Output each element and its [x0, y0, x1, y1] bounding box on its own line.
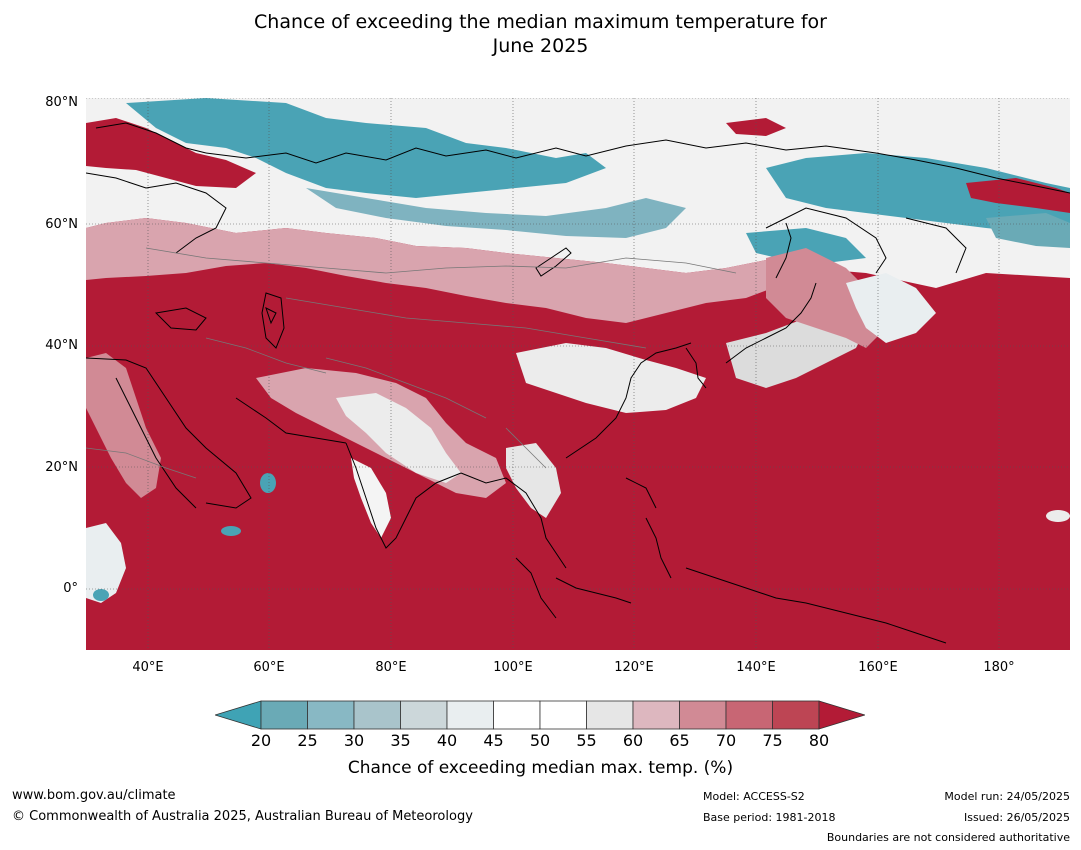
map-patch-pacific-east: [1046, 510, 1070, 522]
colorbar-segment: [539, 700, 587, 730]
map-region-india-near-median: [336, 393, 461, 483]
colorbar-segment: [725, 700, 773, 730]
footer-copyright: © Commonwealth of Australia 2025, Austra…: [12, 809, 473, 824]
colorbar-tick-label: 70: [715, 731, 737, 750]
footer-model-run: Model run: 24/05/2025: [944, 790, 1070, 803]
map-region-light-pink: [86, 218, 786, 323]
forecast-map: [86, 98, 1070, 650]
map-region-indochina: [506, 443, 561, 518]
colorbar-tick-label: 65: [669, 731, 690, 750]
lon-label-140e: 140°E: [736, 660, 776, 675]
title-line-2: June 2025: [492, 35, 589, 57]
map-region-pacific-near-median: [846, 273, 936, 343]
map-region-blue-north-central: [306, 188, 686, 238]
map-region-pacific-pink: [766, 248, 886, 348]
lon-label-60e: 60°E: [253, 660, 285, 675]
map-region-china-near-median: [516, 343, 706, 413]
map-patch-africa-blue: [93, 589, 109, 601]
lon-label-80e: 80°E: [375, 660, 407, 675]
colorbar-label: Chance of exceeding median max. temp. (%…: [347, 758, 734, 778]
colorbar-tick-label: 30: [343, 731, 365, 750]
colorbar-graphic: [213, 700, 867, 730]
footer-base-period: Base period: 1981-2018: [703, 811, 836, 824]
map-patch-arabian-sea: [260, 473, 276, 493]
lat-label-0: 0°: [63, 581, 78, 596]
footer-issued: Issued: 26/05/2025: [963, 811, 1070, 824]
colorbar-arrow-low: [213, 700, 262, 730]
map-region-blue-east-patch: [746, 228, 866, 263]
colorbar-segment: [446, 700, 494, 730]
colorbar-tick-label: 60: [622, 731, 644, 750]
colorbar-segment: [260, 700, 308, 730]
map-region-africa-light: [86, 523, 126, 603]
colorbar-segment: [632, 700, 680, 730]
lon-label-120e: 120°E: [614, 660, 654, 675]
map-region-red-northeast: [966, 178, 1070, 213]
map-region-red-arctic-patch: [726, 118, 786, 136]
lon-label-160e: 160°E: [858, 660, 898, 675]
colorbar-segment: [586, 700, 634, 730]
footer-disclaimer: Boundaries are not considered authoritat…: [826, 831, 1070, 844]
colorbar: [213, 700, 867, 730]
map-title: Chance of exceeding the median maximum t…: [0, 10, 1081, 58]
colorbar-segment: [493, 700, 541, 730]
colorbar-tick-label: 80: [808, 731, 830, 750]
lon-label-40e: 40°E: [132, 660, 164, 675]
map-region-blue-far-east: [986, 213, 1070, 248]
map-borders: [86, 247, 737, 479]
lon-label-100e: 100°E: [493, 660, 533, 675]
colorbar-tick-label: 40: [436, 731, 458, 750]
lat-label-20n: 20°N: [45, 460, 78, 475]
colorbar-tick-label: 35: [390, 731, 411, 750]
map-canvas: [86, 98, 1070, 650]
footer-url: www.bom.gov.au/climate: [12, 788, 176, 803]
colorbar-tick-label: 50: [529, 731, 551, 750]
map-patch-somalia: [221, 526, 241, 536]
footer-model: Model: ACCESS-S2: [703, 790, 805, 803]
lat-label-40n: 40°N: [45, 338, 78, 353]
map-region-red-scandinavia: [86, 118, 256, 188]
colorbar-tick-label: 25: [297, 731, 318, 750]
map-region-blue-north-east: [766, 153, 1070, 238]
lon-label-180: 180°: [983, 660, 1015, 675]
colorbar-segment: [679, 700, 727, 730]
map-coastlines: [86, 122, 1070, 644]
map-region-arabia-pink: [86, 353, 161, 498]
colorbar-tick-label: 45: [483, 731, 504, 750]
colorbar-segment: [307, 700, 355, 730]
colorbar-tick-label: 20: [250, 731, 272, 750]
map-region-blue-north-west: [126, 98, 606, 198]
map-region-india-coast: [351, 458, 391, 538]
title-line-1: Chance of exceeding the median maximum t…: [254, 11, 827, 33]
colorbar-segment: [772, 700, 820, 730]
lat-label-60n: 60°N: [45, 217, 78, 232]
colorbar-tick-label: 55: [576, 731, 597, 750]
colorbar-segment: [400, 700, 448, 730]
colorbar-arrow-high: [818, 700, 867, 730]
lat-label-80n: 80°N: [45, 95, 78, 110]
colorbar-segment: [353, 700, 401, 730]
colorbar-tick-label: 75: [762, 731, 783, 750]
